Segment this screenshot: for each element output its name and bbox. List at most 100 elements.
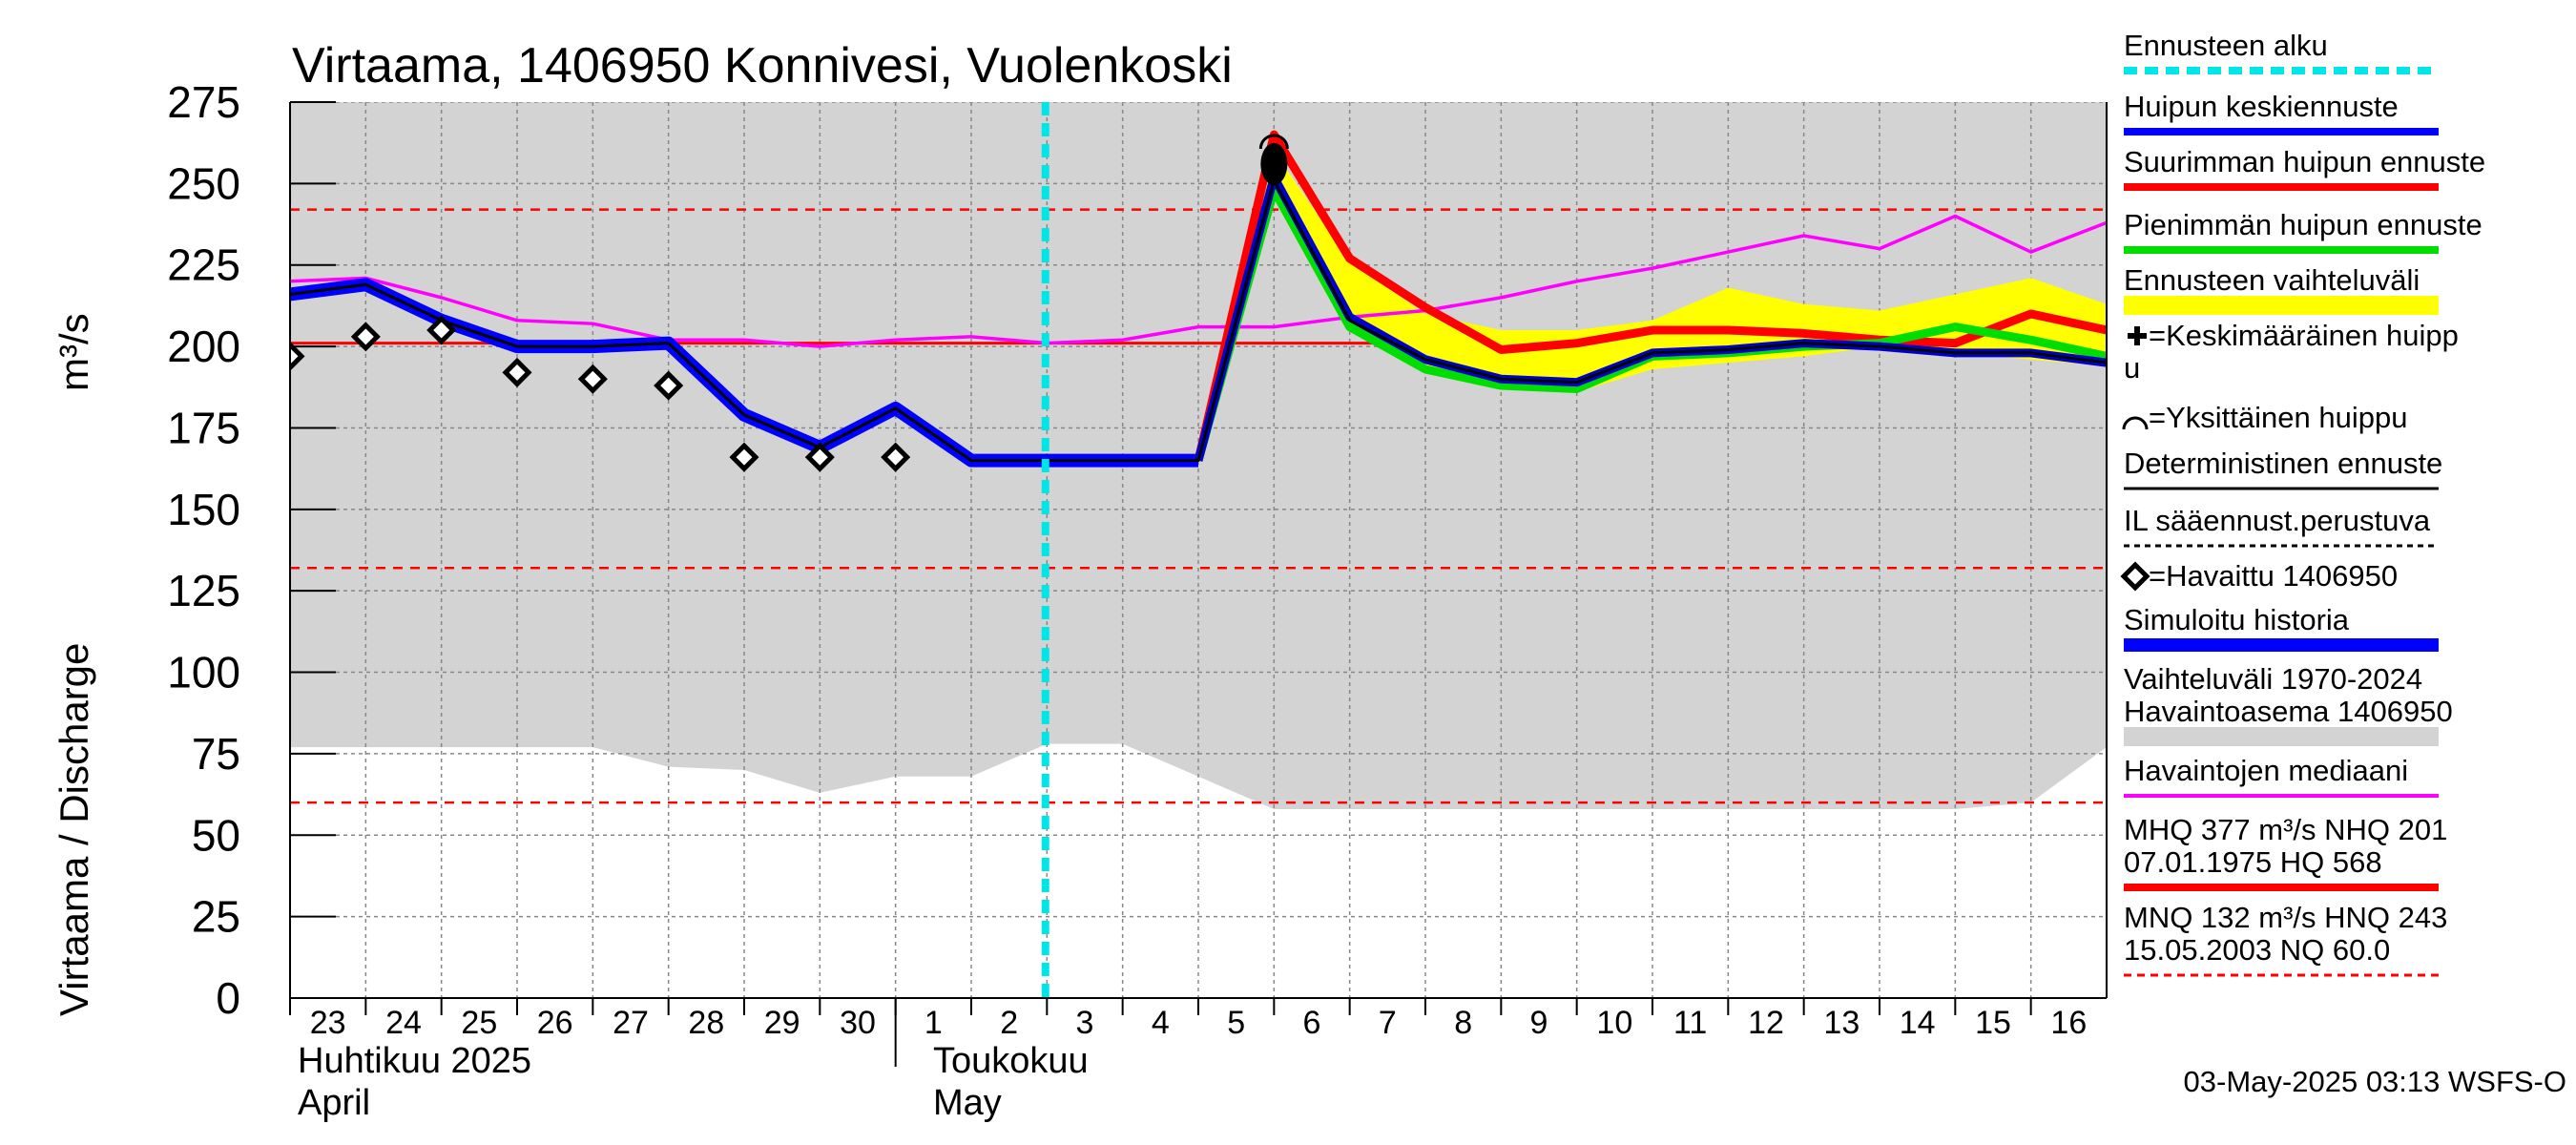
y-tick-label: 200: [167, 322, 240, 371]
legend-label: MNQ 132 m³/s HNQ 243: [2124, 901, 2447, 934]
legend-label: Huipun keskiennuste: [2124, 90, 2399, 123]
forecast-range-band: [1198, 151, 2107, 458]
legend-label: Pienimmän huipun ennuste: [2124, 208, 2483, 241]
series-deterministinen-ennuste: [290, 178, 2107, 463]
x-tick-label: 26: [537, 1005, 573, 1041]
x-tick-label: 27: [613, 1005, 649, 1041]
x-tick-label: 3: [1076, 1005, 1094, 1041]
legend-item-2: Suurimman huipun ennuste: [2124, 145, 2485, 191]
legend-label-line2: 07.01.1975 HQ 568: [2124, 845, 2382, 879]
observed-point: [881, 442, 911, 472]
y-axis-unit: m³/s: [52, 313, 96, 391]
legend-label: Ennusteen alku: [2124, 29, 2328, 62]
x-tick-label: 15: [1975, 1005, 2011, 1041]
y-tick-label: 275: [167, 77, 240, 127]
chart-title: Virtaama, 1406950 Konnivesi, Vuolenkoski: [292, 38, 1233, 94]
legend-item-7: Deterministinen ennuste: [2124, 447, 2442, 490]
legend-label: =Keskimääräinen huipp: [2149, 319, 2459, 352]
y-tick-label: 150: [167, 485, 240, 534]
x-tick-label: 13: [1823, 1005, 1859, 1041]
legend-swatch-gray-band: [2124, 727, 2439, 746]
x-tick-label: 14: [1900, 1005, 1936, 1041]
y-tick-label: 0: [216, 973, 240, 1023]
y-tick-label: 125: [167, 566, 240, 615]
legend-label: Deterministinen ennuste: [2124, 447, 2442, 480]
legend-swatch-band: [2124, 296, 2439, 315]
series-havaintojen-mediaani: [290, 214, 2107, 348]
month-label-en: April: [298, 1083, 370, 1123]
single-peak-marker: [1258, 134, 1289, 150]
y-tick-label: 175: [167, 403, 240, 452]
plot-area: [290, 102, 2107, 998]
legend-label-line2: 15.05.2003 NQ 60.0: [2124, 933, 2390, 967]
timestamp: 03-May-2025 03:13 WSFS-O: [2184, 1065, 2566, 1098]
legend-label-line2: u: [2124, 351, 2140, 385]
x-tick-label: 6: [1303, 1005, 1321, 1041]
x-tick-label: 25: [461, 1005, 497, 1041]
legend-item-3: Pienimmän huipun ennuste: [2124, 208, 2483, 254]
legend: Ennusteen alku Huipun keskiennuste Suurimm…: [2120, 29, 2485, 977]
x-tick-label: 10: [1596, 1005, 1632, 1041]
y-tick-label: 225: [167, 240, 240, 290]
x-tick-label: 5: [1227, 1005, 1245, 1041]
legend-label: Vaihteluväli 1970-2024: [2124, 662, 2422, 696]
x-tick-label: 1: [924, 1005, 943, 1041]
legend-item-6: =Yksittäinen huippu: [2122, 401, 2407, 434]
legend-diamond-icon: [2120, 561, 2150, 592]
observed-point: [577, 364, 608, 394]
legend-item-8: IL sääennust.perustuva: [2124, 504, 2439, 548]
x-tick-label: 7: [1379, 1005, 1397, 1041]
x-tick-label: 9: [1530, 1005, 1548, 1041]
legend-label: IL sääennust.perustuva: [2124, 504, 2431, 537]
legend-item-11: Vaihteluväli 1970-2024 Havaintoasema 140…: [2124, 662, 2453, 746]
legend-item-0: Ennusteen alku: [2124, 29, 2439, 74]
legend-label: Ennusteen vaihteluväli: [2124, 263, 2420, 297]
observed-point: [654, 370, 684, 401]
y-tick-label: 50: [192, 810, 240, 860]
x-tick-label: 16: [2050, 1005, 2087, 1041]
x-tick-label: 4: [1152, 1005, 1170, 1041]
legend-item-4: Ennusteen vaihteluväli: [2124, 263, 2439, 315]
y-tick-label: 25: [192, 892, 240, 942]
x-tick-label: 30: [840, 1005, 876, 1041]
observed-point: [729, 442, 759, 472]
month-label-fi: Toukokuu: [933, 1041, 1089, 1081]
legend-item-9: =Havaittu 1406950: [2120, 559, 2398, 593]
observed-point: [350, 322, 381, 352]
legend-label: =Havaittu 1406950: [2149, 559, 2398, 593]
legend-label: Simuloitu historia: [2124, 603, 2350, 636]
x-tick-label: 12: [1748, 1005, 1784, 1041]
legend-label: =Yksittäinen huippu: [2149, 401, 2407, 434]
legend-label-line2: Havaintoasema 1406950: [2124, 695, 2453, 728]
plot-contents: [290, 102, 2107, 998]
x-tick-label: 11: [1673, 1005, 1707, 1041]
month-label-en: May: [933, 1083, 1002, 1123]
observed-point: [804, 442, 835, 472]
x-tick-label: 28: [688, 1005, 724, 1041]
legend-item-1: Huipun keskiennuste: [2124, 90, 2439, 135]
observed-point: [290, 341, 305, 371]
legend-item-12: Havaintojen mediaani: [2124, 754, 2439, 798]
mean-peak-marker: [1260, 142, 1288, 185]
legend-label: Suurimman huipun ennuste: [2124, 145, 2485, 178]
series-suurimman-huipun-ennuste: [1194, 130, 2107, 462]
x-tick-label: 2: [1000, 1005, 1018, 1041]
y-tick-label: 100: [167, 648, 240, 697]
legend-item-5: =Keskimääräinen huipp u: [2124, 319, 2459, 385]
x-tick-label: 8: [1454, 1005, 1472, 1041]
x-tick-label: 24: [385, 1005, 422, 1041]
x-tick-label: 23: [310, 1005, 346, 1041]
y-axis-label: Virtaama / Discharge: [52, 643, 96, 1016]
legend-arc-icon: [2122, 416, 2149, 430]
legend-item-10: Simuloitu historia: [2124, 603, 2439, 652]
y-tick-label: 75: [192, 729, 240, 779]
observed-point: [426, 315, 457, 345]
legend-label: MHQ 377 m³/s NHQ 201: [2124, 813, 2447, 846]
x-tick-label: 29: [764, 1005, 800, 1041]
observed-point: [502, 357, 532, 387]
legend-plus-icon: [2128, 326, 2147, 345]
